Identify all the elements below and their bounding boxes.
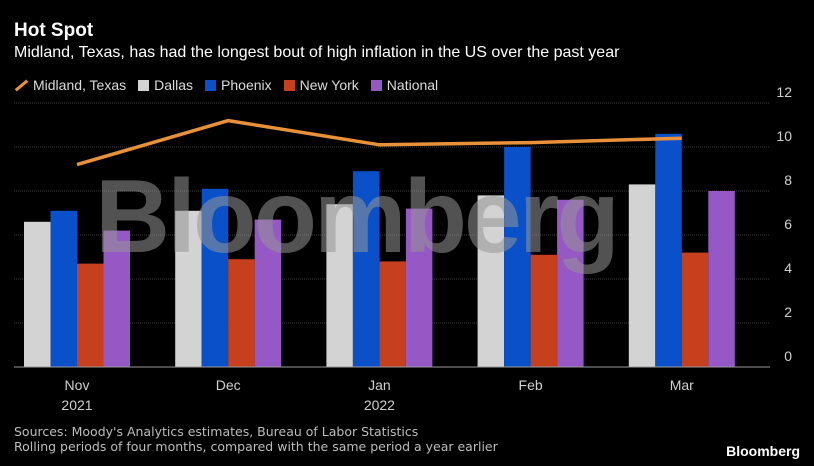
x-tick-label: Dec	[216, 377, 241, 393]
legend-swatch	[283, 79, 295, 91]
bar-national	[557, 199, 584, 367]
legend-item-national: National	[370, 77, 439, 93]
legend: Midland, Texas Dallas Phoenix New York N…	[14, 77, 438, 93]
legend-item-new-york: New York	[283, 77, 359, 93]
bar-new-york	[530, 254, 558, 367]
bar-national	[405, 208, 433, 367]
y-tick-label: 12	[776, 84, 792, 100]
y-tick-label: 8	[784, 172, 792, 188]
bar-phoenix	[201, 188, 229, 367]
x-tick-sublabel: 2022	[364, 397, 395, 413]
y-tick-label: 10	[776, 128, 792, 144]
bar-dallas	[477, 195, 505, 367]
legend-label: New York	[299, 77, 359, 93]
bar-dallas	[628, 184, 656, 367]
chart-subtitle: Midland, Texas, has had the longest bout…	[14, 44, 620, 61]
x-tick-label: Feb	[519, 377, 543, 393]
bar-national	[254, 219, 282, 367]
legend-swatch	[370, 79, 382, 91]
y-tick-label: 4	[784, 260, 792, 276]
legend-label: Midland, Texas	[33, 77, 127, 93]
legend-label: Dallas	[154, 77, 194, 93]
bar-new-york	[681, 252, 709, 367]
bar-new-york	[379, 261, 406, 367]
legend-item-dallas: Dallas	[138, 77, 193, 93]
line-midland-texas	[76, 118, 682, 167]
y-tick-label: 2	[784, 304, 792, 320]
bar-national	[708, 191, 735, 367]
bar-dallas	[326, 204, 353, 367]
legend-label: Phoenix	[221, 77, 272, 93]
legend-swatch	[138, 79, 150, 91]
bar-phoenix	[352, 171, 380, 367]
sources-note: Sources: Moody's Analytics estimates, Bu…	[14, 424, 498, 454]
x-tick-sublabel: 2021	[61, 397, 92, 413]
y-tick-label: 0	[784, 348, 792, 364]
x-tick-label: Jan	[368, 377, 391, 393]
bar-new-york	[228, 259, 255, 367]
bar-dallas	[175, 210, 202, 367]
bar-phoenix	[655, 133, 682, 367]
bar-phoenix	[50, 210, 77, 367]
y-tick-label: 6	[784, 216, 792, 232]
bar-phoenix	[504, 147, 531, 367]
bar-dallas	[24, 221, 51, 367]
legend-swatch	[205, 79, 217, 91]
bloomberg-logo: Bloomberg	[726, 443, 800, 459]
sources-text: Sources: Moody's Analytics estimates, Bu…	[14, 424, 419, 439]
legend-item-phoenix: Phoenix	[205, 77, 272, 93]
bar-national	[103, 230, 130, 367]
x-tick-label: Mar	[670, 377, 694, 393]
x-tick-label: Nov	[65, 377, 90, 393]
legend-item-midland: Midland, Texas	[14, 77, 126, 93]
bar-new-york	[77, 263, 104, 367]
legend-label: National	[386, 77, 439, 93]
chart-title: Hot Spot	[14, 20, 94, 41]
methodology-note: Rolling periods of four months, compared…	[14, 439, 498, 454]
